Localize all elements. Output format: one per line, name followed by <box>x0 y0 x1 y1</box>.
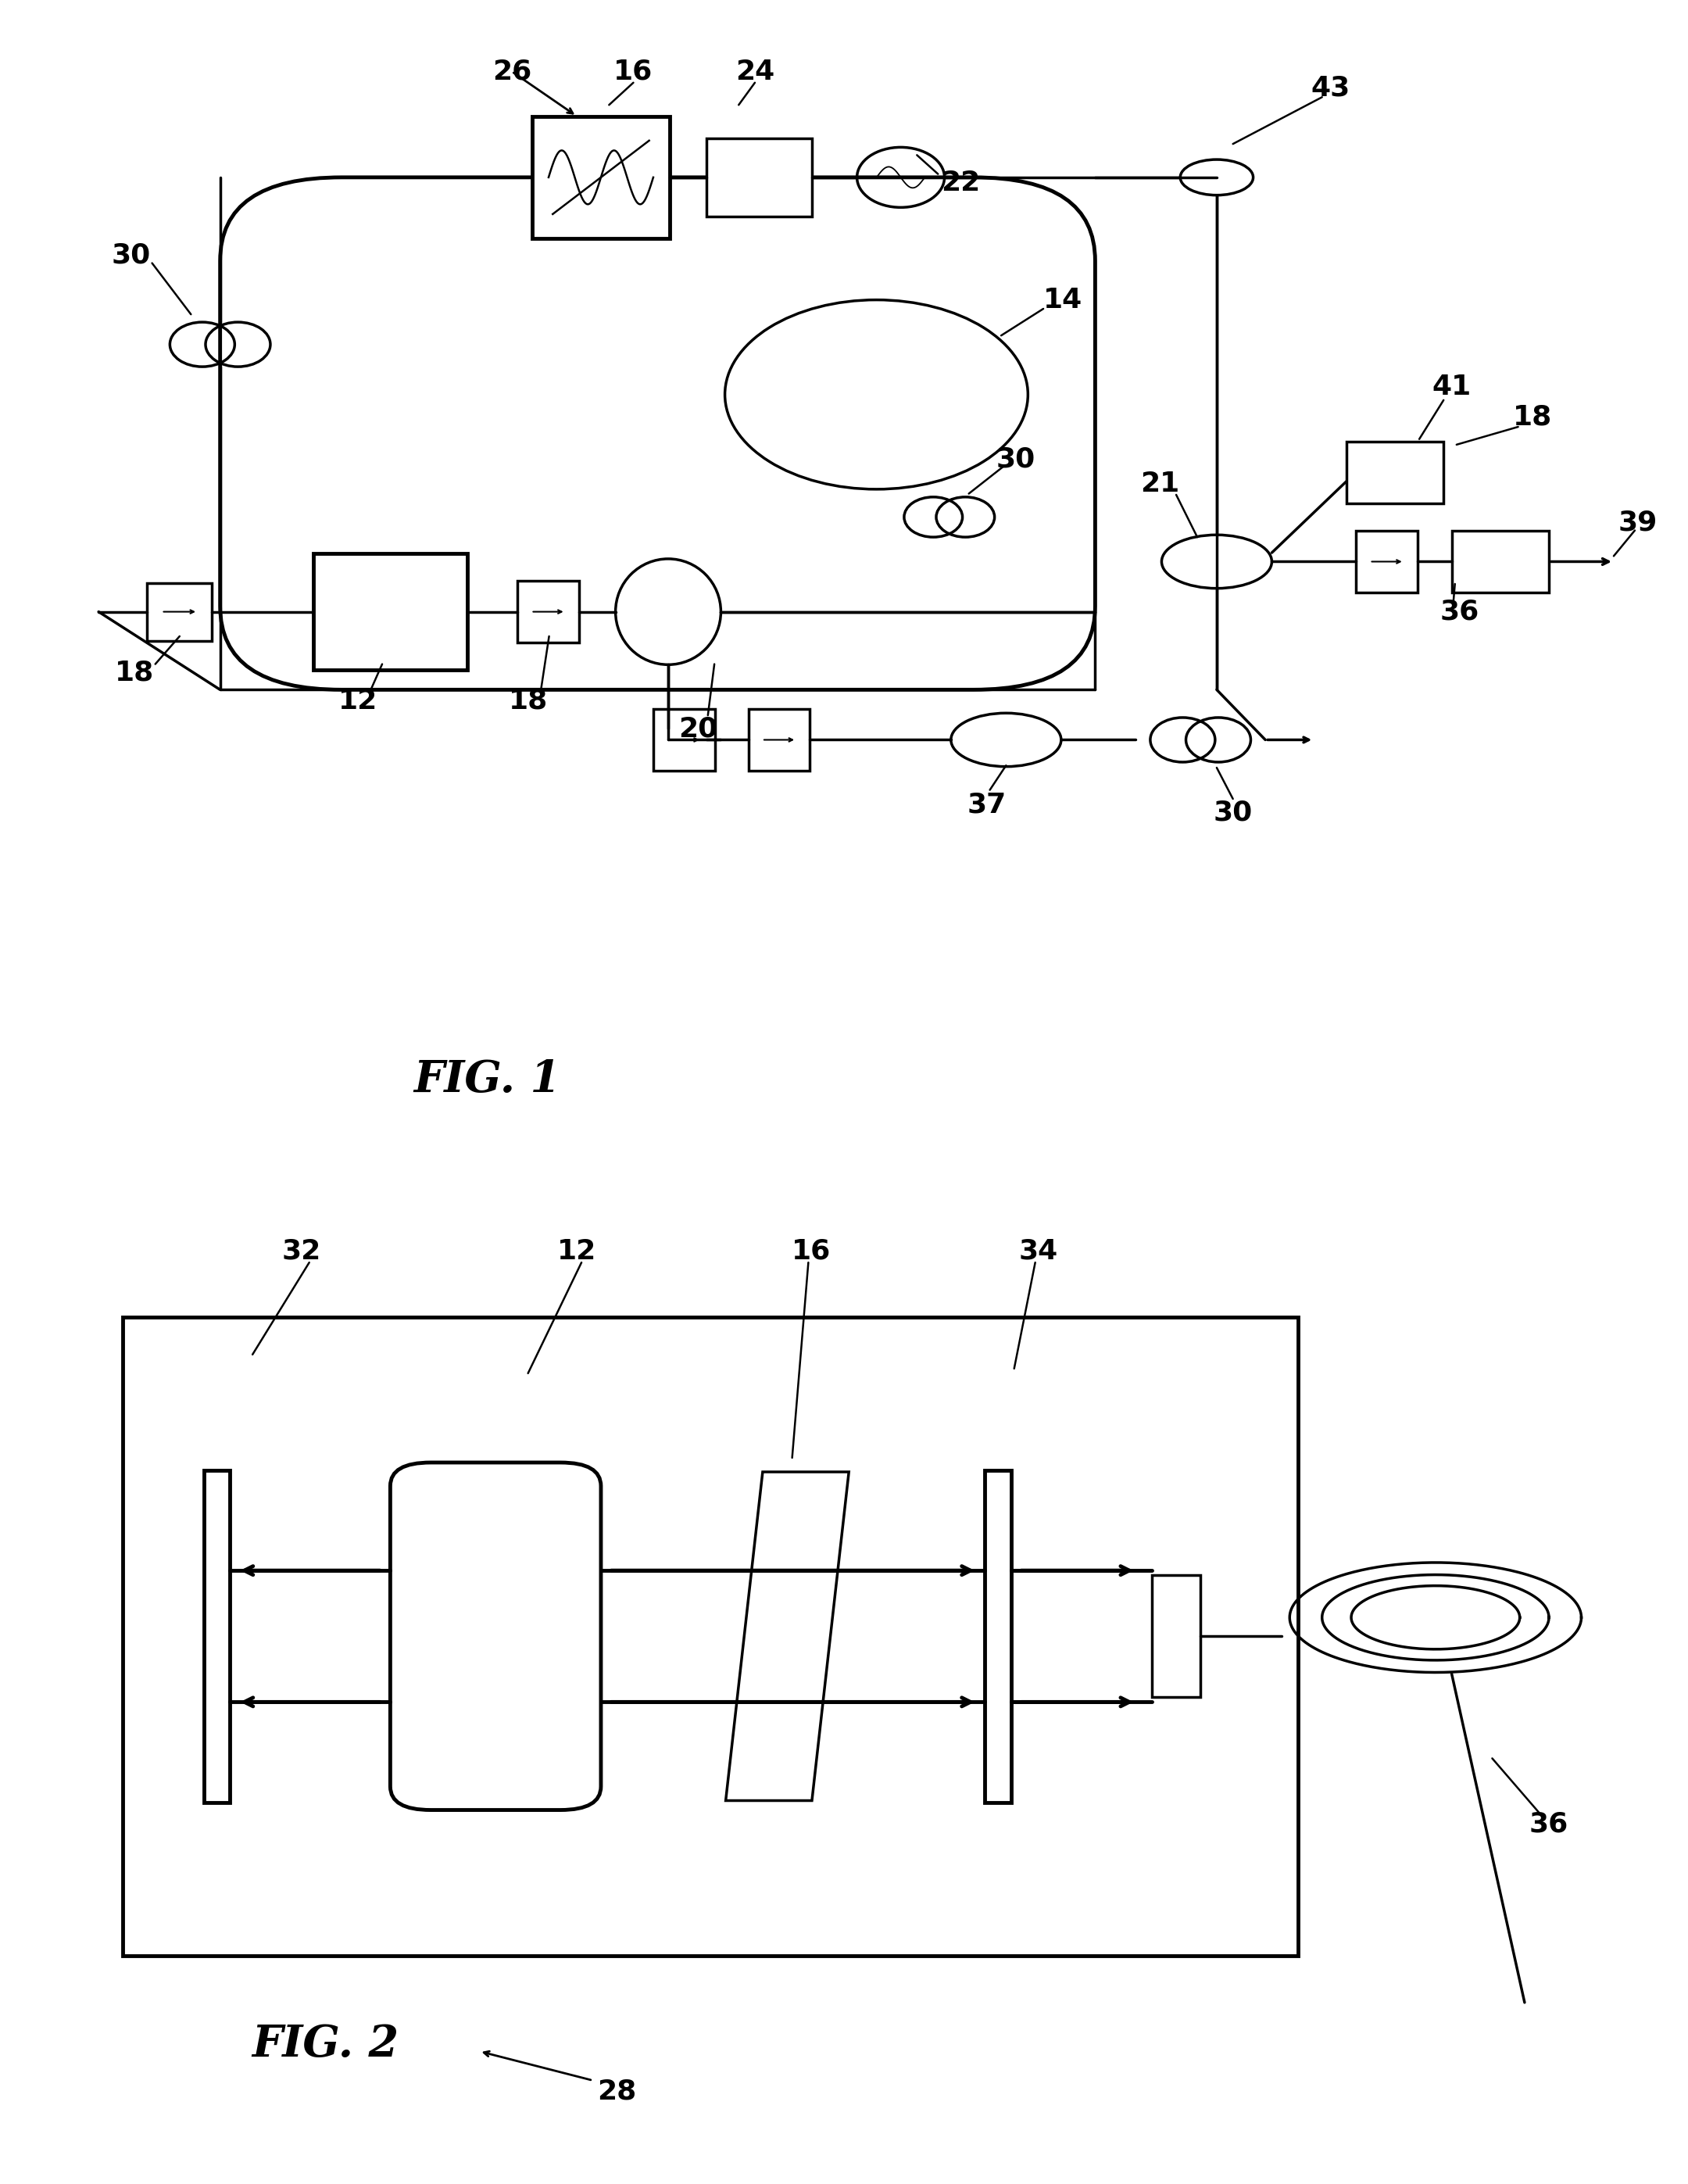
Ellipse shape <box>950 714 1062 767</box>
Text: 39: 39 <box>1619 509 1658 535</box>
Text: 16: 16 <box>792 1238 830 1265</box>
Polygon shape <box>726 1472 849 1800</box>
FancyBboxPatch shape <box>390 1463 601 1811</box>
Text: 43: 43 <box>1310 74 1350 100</box>
Text: 18: 18 <box>508 688 547 714</box>
Bar <box>1355 531 1418 592</box>
Text: 24: 24 <box>736 59 775 85</box>
Bar <box>532 116 670 238</box>
Text: 41: 41 <box>1431 373 1472 400</box>
Bar <box>1452 531 1550 592</box>
Bar <box>204 1470 230 1802</box>
Text: 36: 36 <box>1529 1811 1568 1837</box>
Bar <box>653 710 716 771</box>
Bar <box>314 553 468 670</box>
Text: FIG. 1: FIG. 1 <box>414 1057 560 1101</box>
Text: 30: 30 <box>996 446 1035 472</box>
Text: 12: 12 <box>338 688 378 714</box>
Bar <box>986 1470 1011 1802</box>
Text: 36: 36 <box>1440 598 1479 625</box>
Text: 30: 30 <box>111 242 150 269</box>
Text: 22: 22 <box>940 170 981 197</box>
Text: 18: 18 <box>1512 404 1553 430</box>
Bar <box>518 581 579 642</box>
Text: 12: 12 <box>557 1238 596 1265</box>
Ellipse shape <box>1180 159 1252 194</box>
Ellipse shape <box>616 559 721 664</box>
Text: 20: 20 <box>679 716 717 743</box>
Text: 37: 37 <box>967 791 1006 817</box>
Text: FIG. 2: FIG. 2 <box>252 2022 398 2066</box>
Ellipse shape <box>724 299 1028 489</box>
Bar <box>1151 1575 1200 1697</box>
Bar <box>1347 441 1443 502</box>
Bar <box>147 583 213 640</box>
Text: 30: 30 <box>1214 799 1252 826</box>
Bar <box>706 138 812 216</box>
Bar <box>123 1317 1298 1955</box>
Text: 28: 28 <box>598 2079 636 2105</box>
Ellipse shape <box>1161 535 1271 587</box>
Text: 16: 16 <box>614 59 653 85</box>
Text: 14: 14 <box>1043 286 1082 312</box>
Bar <box>748 710 810 771</box>
Text: 21: 21 <box>1141 470 1180 498</box>
Text: 32: 32 <box>282 1238 321 1265</box>
Text: 26: 26 <box>493 59 532 85</box>
Text: 34: 34 <box>1020 1238 1058 1265</box>
Text: 18: 18 <box>115 660 154 686</box>
